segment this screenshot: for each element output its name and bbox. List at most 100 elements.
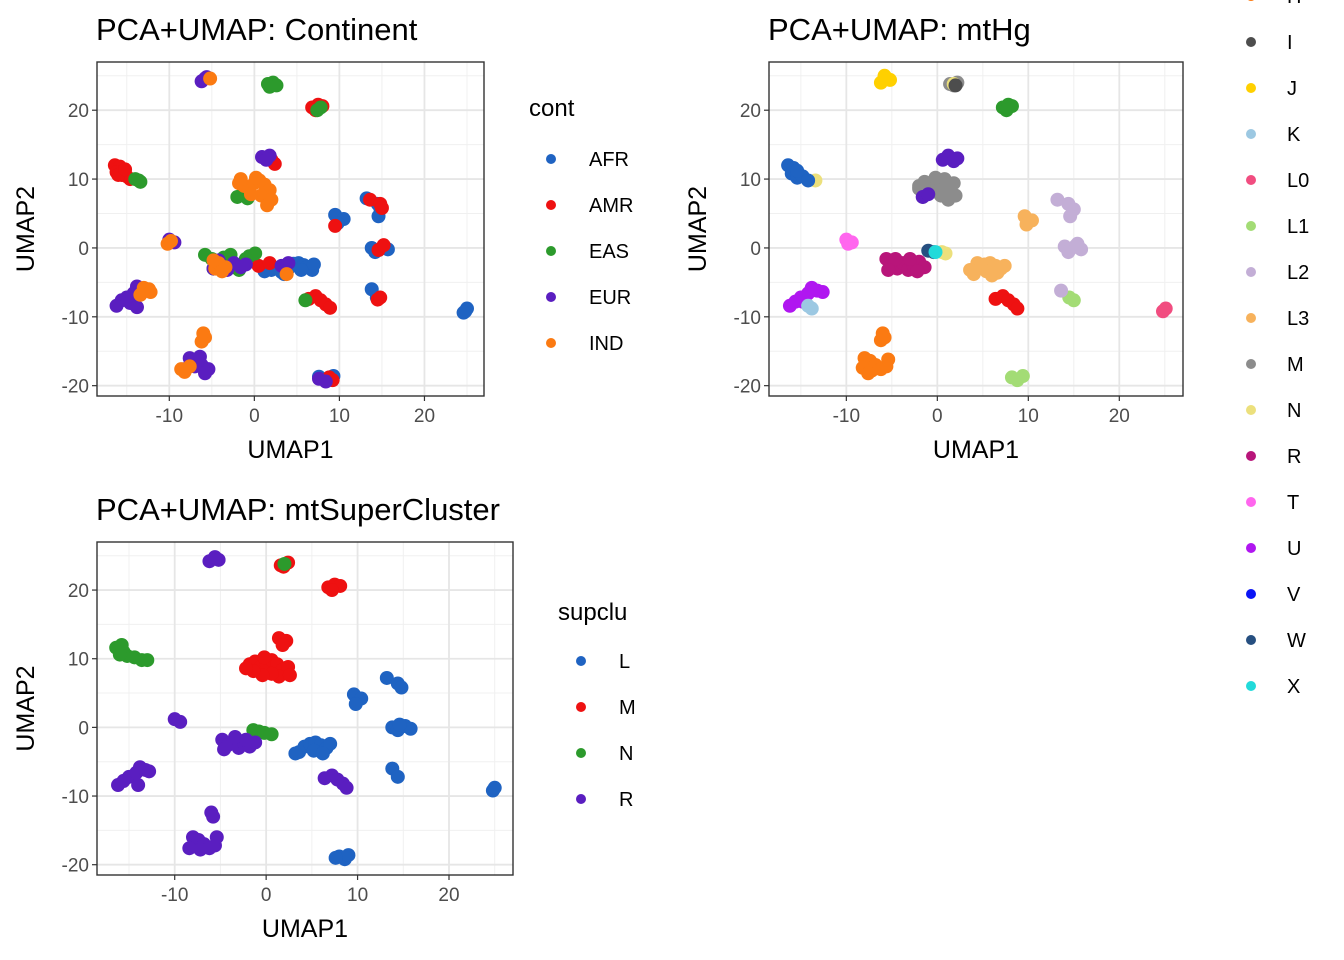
data-point xyxy=(921,187,936,202)
legend-label: EUR xyxy=(589,287,631,309)
data-point xyxy=(174,362,189,377)
data-point xyxy=(209,830,224,845)
data-point xyxy=(206,253,221,268)
series-2 xyxy=(109,556,292,742)
legend-2: H I J K L0 L1 L2 L3 M N R T U V W X xyxy=(1246,0,1309,698)
data-point xyxy=(298,293,313,308)
data-point xyxy=(376,238,391,253)
legend-key xyxy=(1246,497,1256,507)
y-tick-label: -10 xyxy=(734,308,761,329)
data-point xyxy=(251,258,266,273)
data-point xyxy=(281,256,296,271)
x-tick-label: 10 xyxy=(329,406,350,427)
x-axis-title: UMAP1 xyxy=(262,915,348,943)
data-point xyxy=(203,71,218,86)
series-5 xyxy=(781,158,816,188)
data-point xyxy=(262,79,277,94)
legend-key xyxy=(1246,359,1256,369)
legend-key xyxy=(546,292,556,302)
data-point xyxy=(306,257,321,272)
data-point xyxy=(313,100,328,115)
data-point xyxy=(1158,301,1173,316)
data-point xyxy=(294,262,309,277)
x-tick-label: 10 xyxy=(347,885,368,906)
series-18 xyxy=(948,78,963,93)
data-point xyxy=(1061,245,1076,260)
series-0 xyxy=(288,670,502,867)
data-point xyxy=(374,200,389,215)
data-point xyxy=(403,721,418,736)
legend-label: L xyxy=(619,651,630,673)
legend-key xyxy=(1246,313,1256,323)
legend-key xyxy=(576,656,586,666)
series-17 xyxy=(855,326,896,381)
legend-label: W xyxy=(1287,630,1306,652)
chart-title: PCA+UMAP: mtSuperCluster xyxy=(96,492,500,527)
legend-label: M xyxy=(619,697,636,719)
legend-key xyxy=(1246,635,1256,645)
data-point xyxy=(950,151,965,166)
legend-label: I xyxy=(1287,32,1293,54)
chart-title: PCA+UMAP: Continent xyxy=(96,12,418,47)
legend-label: H xyxy=(1287,0,1301,8)
y-axis-title: UMAP2 xyxy=(12,665,40,751)
y-tick-label: -20 xyxy=(62,377,89,398)
data-point xyxy=(801,173,816,188)
data-point xyxy=(277,556,292,571)
series-10 xyxy=(988,289,1025,316)
series-16 xyxy=(801,298,819,316)
data-point xyxy=(279,267,294,282)
series-4 xyxy=(133,71,294,379)
data-point xyxy=(328,218,343,233)
data-point xyxy=(877,68,892,83)
legend-label: L0 xyxy=(1287,170,1309,192)
legend-1: cont AFR AMR EAS EUR IND xyxy=(529,95,633,355)
plot-border xyxy=(96,541,514,876)
legend-key xyxy=(1246,451,1256,461)
data-point xyxy=(160,236,175,251)
data-point xyxy=(1019,217,1034,232)
legend-title: supclu xyxy=(558,599,627,626)
legend-label: EAS xyxy=(589,241,629,263)
x-tick-label: 0 xyxy=(932,406,943,427)
data-point xyxy=(262,148,277,163)
chart-panel-2: PCA+UMAP: mtHg -10 0 10 20 -20 -10 0 10 20 UMAP1 UM… xyxy=(684,12,1184,464)
data-point xyxy=(140,653,155,668)
scatter-points xyxy=(781,68,1173,388)
data-point xyxy=(1070,236,1085,251)
data-point xyxy=(997,258,1012,273)
y-tick-label: -20 xyxy=(734,377,761,398)
legend-label: V xyxy=(1287,584,1301,606)
legend-label: M xyxy=(1287,354,1304,376)
series-0 xyxy=(873,68,898,90)
x-tick-label: 0 xyxy=(261,885,272,906)
data-point xyxy=(217,742,232,757)
data-point xyxy=(910,264,925,279)
y-tick-label: 0 xyxy=(78,239,89,260)
legend-label: T xyxy=(1287,492,1299,514)
legend-key xyxy=(1246,589,1256,599)
legend-key xyxy=(1246,405,1256,415)
series-1 xyxy=(239,555,348,684)
data-point xyxy=(264,727,279,742)
data-point xyxy=(1063,209,1078,224)
legend-key xyxy=(1246,543,1256,553)
data-point xyxy=(249,170,264,185)
x-tick-label: 0 xyxy=(249,406,260,427)
data-point xyxy=(999,103,1014,118)
plot-background xyxy=(97,62,484,396)
data-point xyxy=(239,661,254,676)
data-point xyxy=(239,732,254,747)
y-tick-label: 20 xyxy=(68,581,89,602)
data-point xyxy=(881,352,896,367)
data-point xyxy=(228,729,243,744)
legend-label: IND xyxy=(589,333,623,355)
data-point xyxy=(373,290,388,305)
data-point xyxy=(288,746,303,761)
x-axis-title: UMAP1 xyxy=(933,436,1019,464)
data-point xyxy=(198,366,213,381)
data-point xyxy=(341,848,356,863)
data-point xyxy=(324,583,339,598)
chart-title: PCA+UMAP: mtHg xyxy=(768,12,1031,47)
